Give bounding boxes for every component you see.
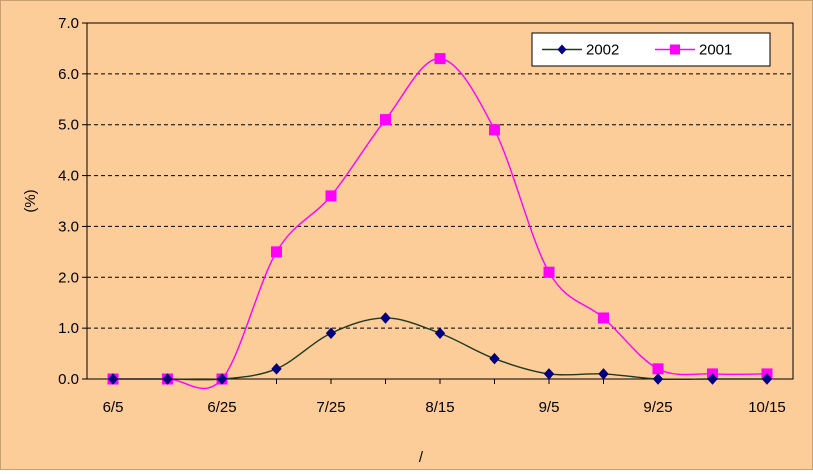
data-point: [325, 190, 337, 202]
data-point: [271, 246, 282, 258]
data-point: [652, 373, 664, 385]
data-point: [380, 114, 391, 126]
x-tick-label: 9/5: [539, 399, 560, 416]
data-point: [162, 373, 173, 385]
data-point: [380, 312, 391, 324]
y-tick-label: 5.0: [58, 117, 79, 134]
data-point: [761, 373, 773, 385]
legend-marker-2002: [557, 44, 567, 55]
data-point: [652, 363, 664, 375]
x-tick-label: 10/15: [748, 399, 786, 416]
y-tick-label: 7.0: [58, 15, 79, 32]
legend-label-2001: 2001: [699, 42, 732, 59]
data-point: [434, 53, 446, 65]
y-tick-label: 3.0: [58, 218, 79, 235]
data-point: [598, 312, 609, 324]
x-axis-title: /: [419, 449, 424, 466]
data-point: [325, 327, 337, 339]
data-point: [543, 368, 555, 380]
x-tick-label: 6/25: [207, 399, 236, 416]
data-point: [489, 352, 500, 365]
x-tick-label: 8/15: [425, 399, 454, 416]
legend-marker-2001: [670, 44, 680, 55]
y-tick-label: 6.0: [58, 66, 79, 83]
data-point: [216, 373, 228, 385]
plot-area: [86, 22, 794, 380]
data-point: [271, 363, 282, 375]
data-point: [434, 327, 446, 339]
x-tick-label: 6/5: [103, 399, 124, 416]
series-group: [107, 53, 773, 390]
data-point: [107, 373, 119, 385]
legend-label-2002: 2002: [586, 42, 619, 59]
series-2002: [107, 312, 773, 385]
x-axis-ticks: 6/5 6/25 7/25 8/15 9/5 9/25 10/15: [103, 379, 786, 416]
y-axis-title: (%): [22, 189, 39, 212]
x-tick-label: 9/25: [643, 399, 672, 416]
data-point: [489, 124, 500, 136]
y-tick-label: 4.0: [58, 168, 79, 185]
legend: 2002 2001: [531, 32, 771, 67]
data-point: [543, 266, 555, 278]
y-tick-label: 0.0: [58, 371, 79, 388]
y-tick-label: 1.0: [58, 320, 79, 337]
x-tick-label: 7/25: [316, 399, 345, 416]
data-point: [707, 373, 718, 385]
data-point: [598, 368, 609, 380]
y-axis-ticks: 0.0 1.0 2.0 3.0 4.0 5.0 6.0 7.0: [58, 15, 87, 388]
y-tick-label: 2.0: [58, 269, 79, 286]
